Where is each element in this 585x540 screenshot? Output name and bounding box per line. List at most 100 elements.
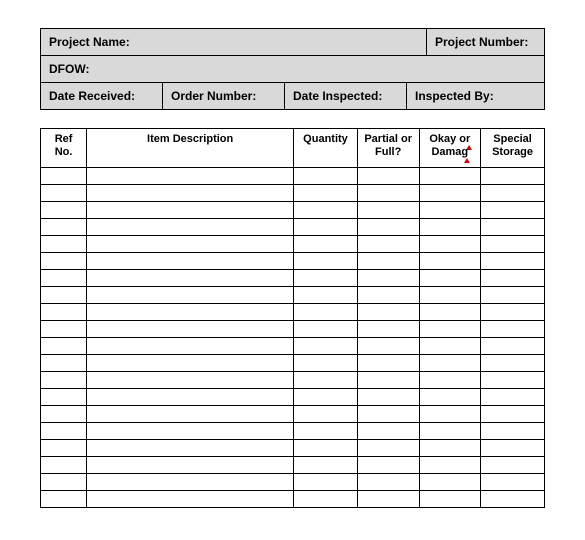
info-row-1: Project Name: Project Number:: [41, 29, 544, 56]
table-cell: [481, 168, 545, 185]
table-cell: [87, 372, 294, 389]
table-cell: [294, 474, 358, 491]
table-cell: [357, 389, 419, 406]
table-cell: [357, 236, 419, 253]
table-cell: [419, 440, 481, 457]
table-cell: [357, 406, 419, 423]
table-cell: [87, 389, 294, 406]
table-cell: [41, 355, 87, 372]
table-cell: [294, 321, 358, 338]
table-cell: [294, 372, 358, 389]
table-cell: [481, 304, 545, 321]
table-row: [41, 219, 545, 236]
table-cell: [481, 355, 545, 372]
material-table: Ref No. Item Description Quantity Partia…: [40, 128, 545, 508]
table-cell: [357, 355, 419, 372]
project-name-label: Project Name:: [41, 29, 426, 55]
table-cell: [481, 474, 545, 491]
table-cell: [419, 219, 481, 236]
table-cell: [87, 338, 294, 355]
table-cell: [294, 406, 358, 423]
table-row: [41, 389, 545, 406]
table-cell: [294, 440, 358, 457]
table-cell: [419, 270, 481, 287]
table-row: [41, 202, 545, 219]
table-row: [41, 253, 545, 270]
table-cell: [481, 321, 545, 338]
page: Project Name: Project Number: DFOW: Date…: [0, 0, 585, 528]
table-cell: [294, 287, 358, 304]
col-item-description: Item Description: [87, 129, 294, 168]
col-special-storage: Special Storage: [481, 129, 545, 168]
table-row: [41, 406, 545, 423]
table-cell: [481, 372, 545, 389]
table-cell: [481, 457, 545, 474]
table-cell: [41, 304, 87, 321]
dfow-label: DFOW:: [41, 56, 544, 83]
table-cell: [41, 321, 87, 338]
table-cell: [481, 270, 545, 287]
table-cell: [87, 491, 294, 508]
table-cell: [87, 185, 294, 202]
table-cell: [41, 168, 87, 185]
table-cell: [419, 389, 481, 406]
table-cell: [419, 185, 481, 202]
table-cell: [481, 185, 545, 202]
table-cell: [357, 491, 419, 508]
col-okay-damaged: Okay or Damag: [419, 129, 481, 168]
table-cell: [294, 168, 358, 185]
table-cell: [357, 185, 419, 202]
table-cell: [294, 355, 358, 372]
table-cell: [41, 236, 87, 253]
table-head: Ref No. Item Description Quantity Partia…: [41, 129, 545, 168]
table-cell: [41, 253, 87, 270]
table-cell: [357, 338, 419, 355]
info-row-3: Date Received: Order Number: Date Inspec…: [41, 83, 544, 109]
table-cell: [419, 406, 481, 423]
col-ref-no: Ref No.: [41, 129, 87, 168]
okay-line1: Okay or: [429, 133, 470, 146]
table-cell: [41, 185, 87, 202]
table-row: [41, 423, 545, 440]
table-cell: [357, 287, 419, 304]
table-cell: [87, 457, 294, 474]
table-cell: [419, 474, 481, 491]
table-cell: [87, 321, 294, 338]
table-row: [41, 355, 545, 372]
table-cell: [357, 202, 419, 219]
table-row: [41, 338, 545, 355]
table-cell: [481, 253, 545, 270]
spacer: [40, 110, 545, 128]
table-cell: [481, 338, 545, 355]
table-row: [41, 270, 545, 287]
table-cell: [87, 355, 294, 372]
table-cell: [481, 219, 545, 236]
table-cell: [87, 219, 294, 236]
table-cell: [87, 287, 294, 304]
table-cell: [294, 202, 358, 219]
table-cell: [41, 372, 87, 389]
table-cell: [419, 202, 481, 219]
table-cell: [41, 287, 87, 304]
table-cell: [419, 423, 481, 440]
table-cell: [357, 440, 419, 457]
table-row: [41, 474, 545, 491]
table-cell: [87, 253, 294, 270]
table-cell: [87, 423, 294, 440]
table-cell: [481, 491, 545, 508]
col-partial-full: Partial or Full?: [357, 129, 419, 168]
table-cell: [294, 270, 358, 287]
table-cell: [357, 423, 419, 440]
okay-line2: Damag: [431, 146, 468, 159]
table-cell: [87, 304, 294, 321]
table-cell: [294, 457, 358, 474]
table-cell: [41, 270, 87, 287]
table-row: [41, 236, 545, 253]
table-row: [41, 440, 545, 457]
table-cell: [357, 474, 419, 491]
table-cell: [294, 219, 358, 236]
table-cell: [41, 440, 87, 457]
table-body: [41, 168, 545, 508]
table-cell: [419, 457, 481, 474]
table-cell: [87, 406, 294, 423]
